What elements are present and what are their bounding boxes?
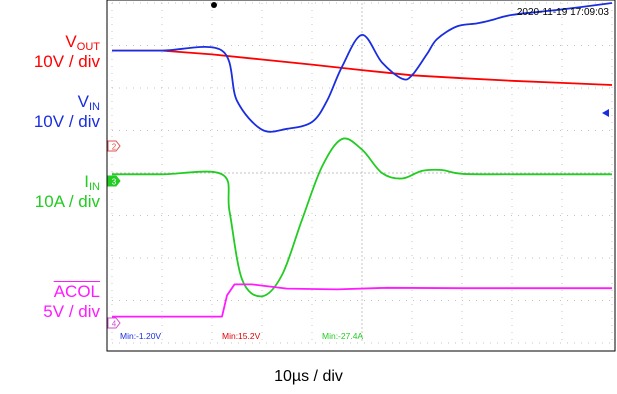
channel-label-iin: IIN 10A / div — [0, 172, 100, 212]
channel-name: IIN — [84, 172, 100, 193]
channel-markers: 2 3 4 — [107, 140, 121, 329]
trace-vout — [112, 49, 613, 86]
trace-group — [111, 2, 613, 318]
trigger-level-arrow-icon — [602, 109, 609, 117]
trace-acol — [112, 283, 612, 318]
timebase-label: 10µs / div — [274, 368, 343, 385]
measurement-readout: Min:15.2V — [222, 331, 261, 341]
channel-name-subscript: OUT — [76, 41, 100, 53]
channel-marker-label: 3 — [112, 178, 117, 187]
channel-scale: 5V / div — [43, 302, 100, 321]
channel-name-subscript: IN — [89, 181, 100, 193]
channel-marker-label: 2 — [112, 143, 117, 152]
trace-vin — [111, 2, 613, 133]
channel-label-vin: VIN 10V / div — [0, 92, 100, 132]
channel-marker-3: 3 — [107, 175, 121, 187]
channel-marker-2: 2 — [107, 140, 121, 152]
screen-frame — [106, 0, 616, 352]
channel-scale: 10A / div — [34, 192, 100, 211]
channel-label-acol: ACOL 5V / div — [0, 282, 100, 322]
channel-marker-label: 4 — [112, 320, 117, 329]
channel-name: VOUT — [65, 32, 100, 53]
channel-scale: 10V / div — [33, 112, 100, 131]
channel-marker-4: 4 — [107, 317, 121, 329]
measurement-readout: Min:-27.4A — [322, 331, 363, 341]
channel-label-vout: VOUT 10V / div — [0, 32, 100, 72]
channel-scale: 10V / div — [33, 52, 100, 71]
channel-name: ACOL — [53, 282, 100, 301]
measurement-readout: Min:-1.20V — [120, 331, 161, 341]
trigger-marker-icon — [211, 2, 217, 8]
trace-iin — [112, 137, 612, 298]
channel-name: VIN — [77, 92, 100, 113]
measurement-readouts: Min:-1.20V Min:15.2V Min:-27.4A — [120, 331, 363, 341]
capture-timestamp: 2020-11-19 17:09:03 — [517, 7, 610, 18]
channel-name-subscript: IN — [89, 101, 100, 113]
